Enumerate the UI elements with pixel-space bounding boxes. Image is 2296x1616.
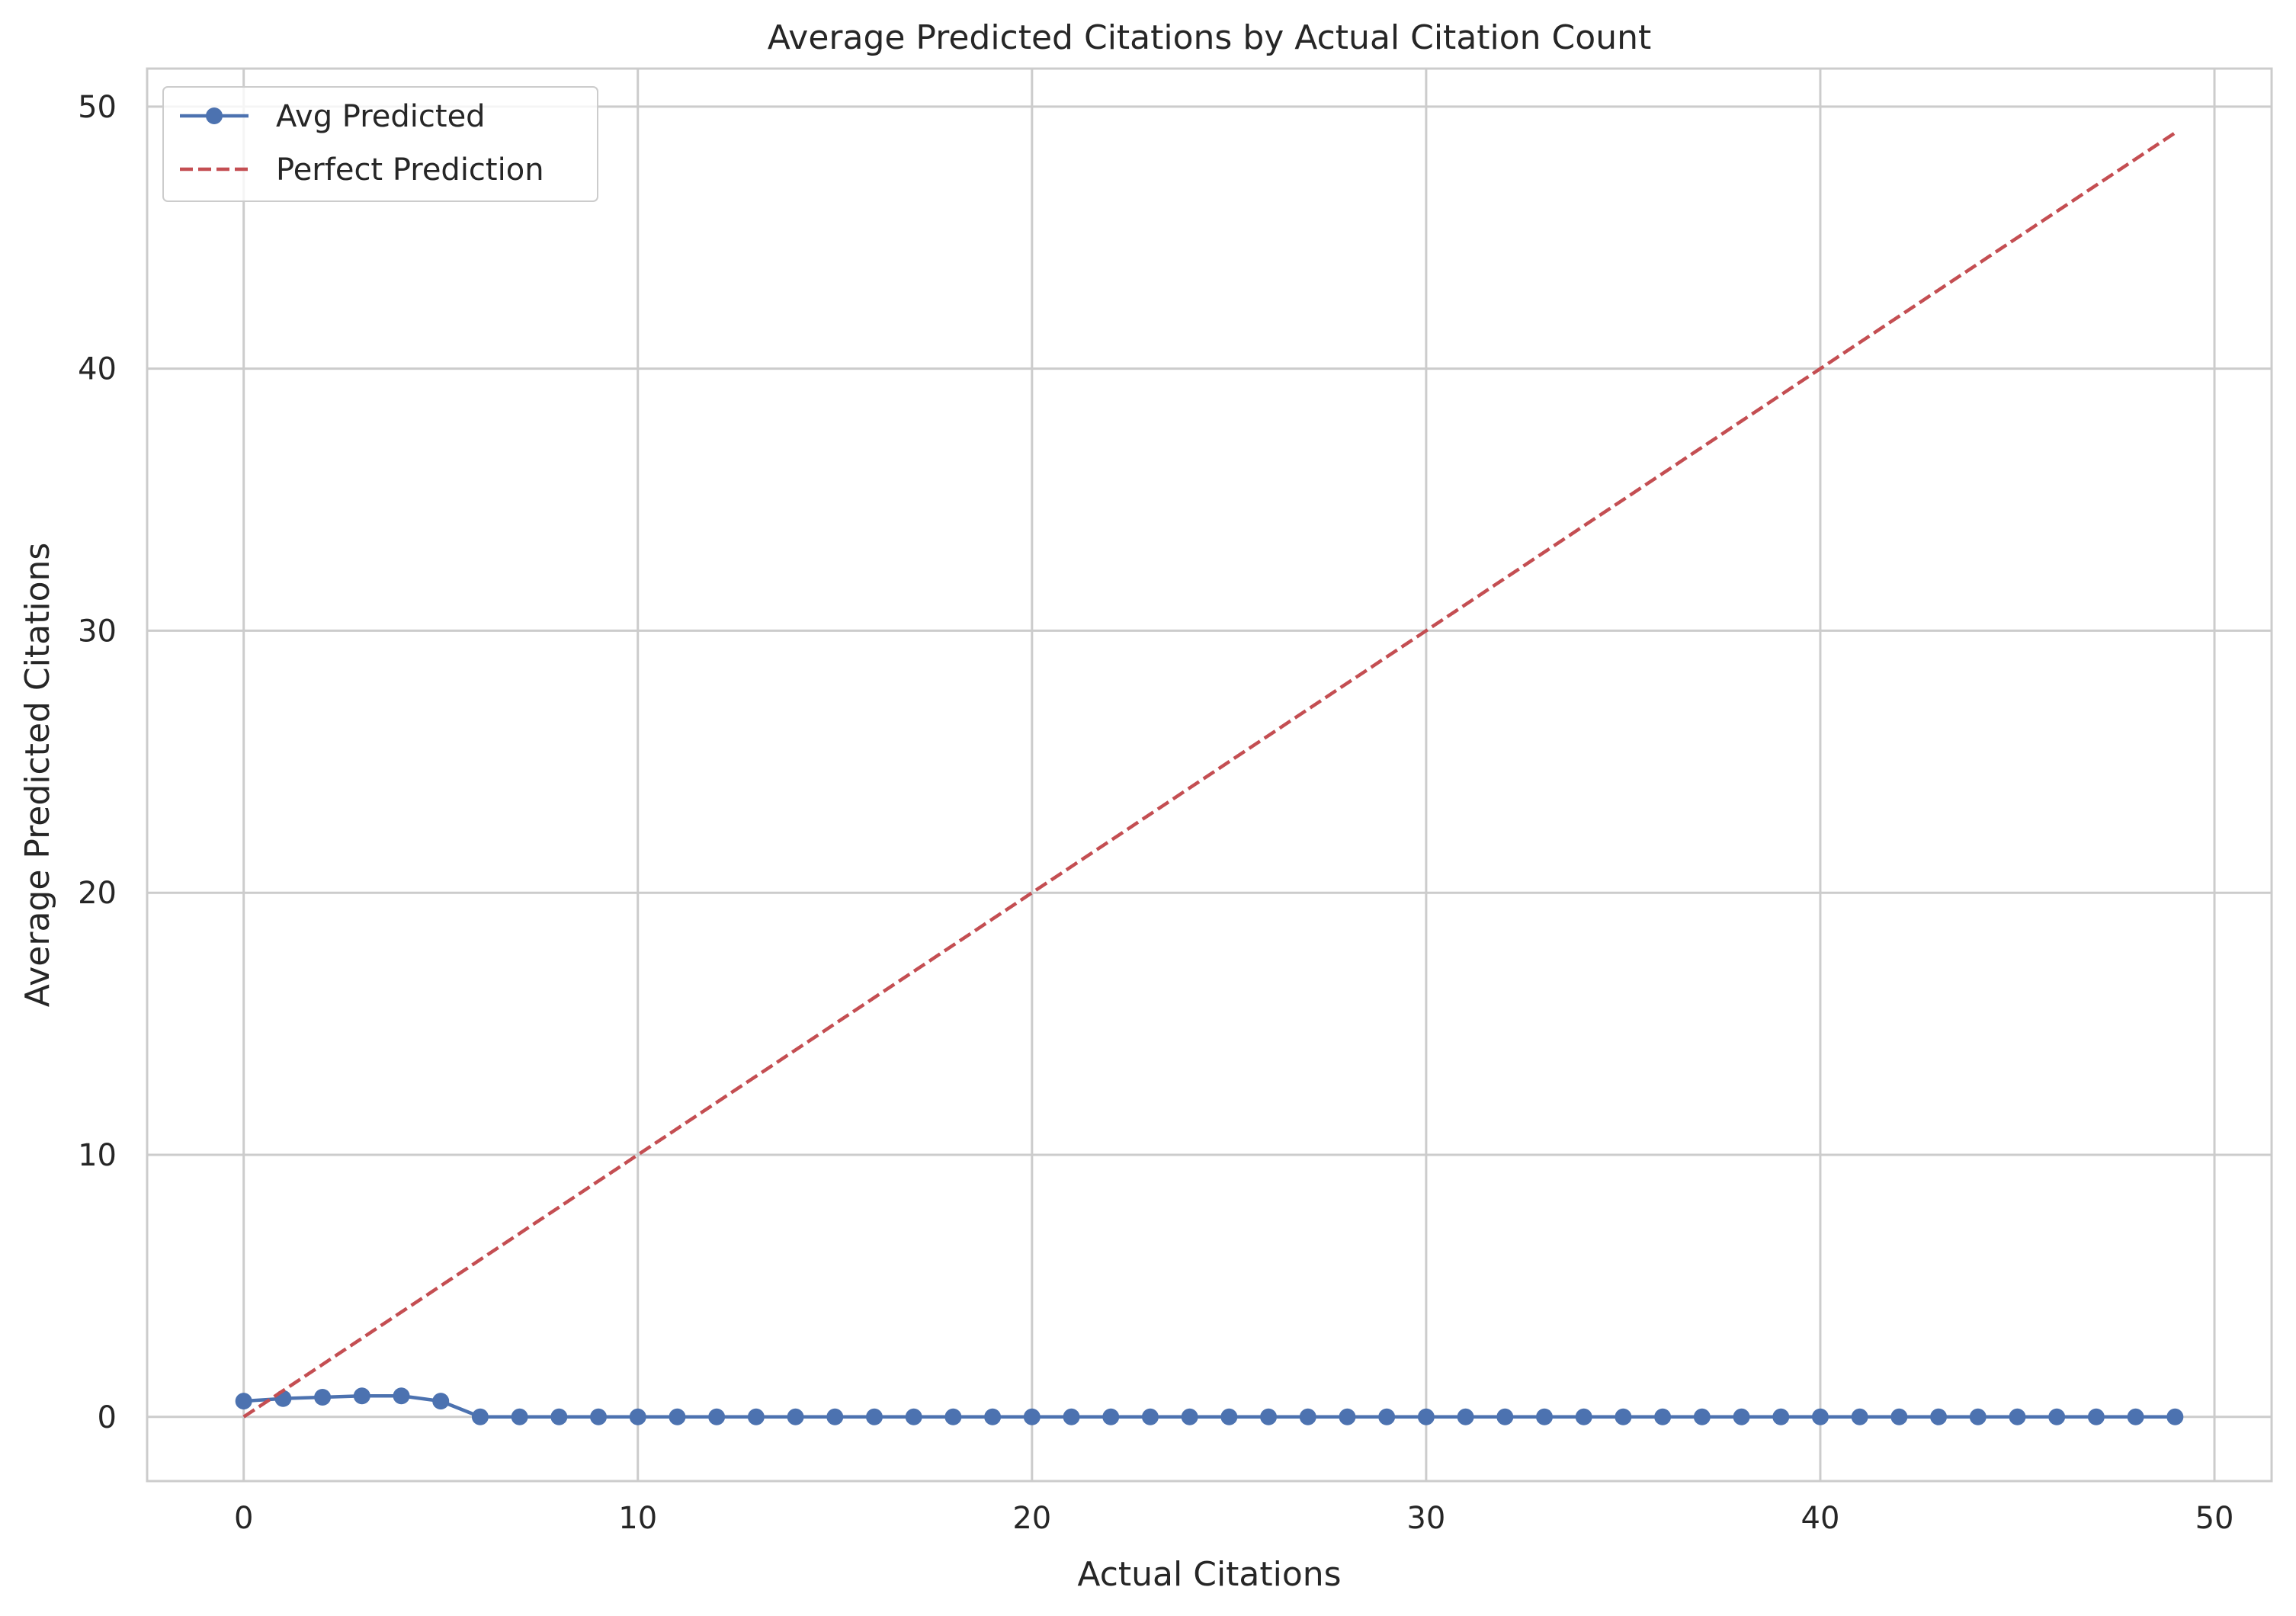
data-point: [1496, 1408, 1514, 1425]
data-point: [1181, 1408, 1198, 1425]
legend-label-perfect-prediction: Perfect Prediction: [276, 152, 544, 188]
data-point: [1378, 1408, 1396, 1425]
data-point: [1102, 1408, 1120, 1425]
data-point: [905, 1408, 922, 1425]
data-point: [865, 1408, 883, 1425]
legend-label-avg-predicted: Avg Predicted: [276, 99, 486, 134]
series-layer: [235, 131, 2184, 1425]
data-point: [1693, 1408, 1711, 1425]
data-point: [1654, 1408, 1672, 1425]
data-point: [1575, 1408, 1592, 1425]
data-point: [1772, 1408, 1790, 1425]
x-tick-label: 0: [234, 1501, 253, 1536]
data-point: [944, 1408, 962, 1425]
data-point: [629, 1408, 646, 1425]
data-point: [2166, 1408, 2184, 1425]
y-tick-label: 20: [78, 876, 117, 911]
data-point: [511, 1408, 528, 1425]
data-point: [550, 1408, 568, 1425]
data-point: [314, 1388, 332, 1406]
data-point: [471, 1408, 489, 1425]
data-point: [353, 1387, 370, 1405]
data-point: [826, 1408, 844, 1425]
data-point: [1536, 1408, 1554, 1425]
data-point: [1023, 1408, 1041, 1425]
x-tick-label: 20: [1012, 1501, 1051, 1536]
data-point: [669, 1408, 686, 1425]
data-point: [1417, 1408, 1435, 1425]
data-point: [590, 1408, 608, 1425]
data-point: [2048, 1408, 2066, 1425]
data-point: [1260, 1408, 1278, 1425]
data-point: [1851, 1408, 1868, 1425]
y-tick-label: 40: [78, 352, 117, 387]
data-point: [787, 1408, 804, 1425]
data-point: [2087, 1408, 2105, 1425]
y-axis-ticks: 0 10 20 30 40 50: [78, 90, 117, 1435]
y-axis-label: Average Predicted Citations: [18, 543, 57, 1008]
data-point: [1969, 1408, 1987, 1425]
chart-title: Average Predicted Citations by Actual Ci…: [768, 18, 1651, 57]
data-point: [1339, 1408, 1356, 1425]
x-axis-label: Actual Citations: [1077, 1555, 1341, 1594]
legend-box: [162, 86, 598, 202]
data-point: [1063, 1408, 1080, 1425]
data-point: [1141, 1408, 1159, 1425]
data-point: [393, 1387, 410, 1405]
data-point: [2127, 1408, 2144, 1425]
series-line-perfect-prediction: [242, 131, 2176, 1419]
data-point: [1615, 1408, 1632, 1425]
data-point: [235, 1393, 252, 1410]
y-tick-label: 10: [78, 1138, 117, 1173]
legend-marker-avg-predicted: [206, 107, 223, 124]
y-tick-label: 0: [98, 1400, 117, 1435]
series-perfect-prediction: [242, 131, 2176, 1419]
plot-frame: [146, 67, 2273, 1483]
y-tick-label: 50: [78, 90, 117, 125]
series-avg-predicted: [235, 1387, 2184, 1425]
data-point: [708, 1408, 726, 1425]
data-point: [1930, 1408, 1948, 1425]
data-point: [1890, 1408, 1908, 1425]
data-point: [2009, 1408, 2026, 1425]
x-tick-label: 30: [1406, 1501, 1445, 1536]
x-tick-label: 40: [1801, 1501, 1840, 1536]
legend: Avg Predicted Perfect Prediction: [162, 86, 598, 202]
x-tick-label: 50: [2195, 1501, 2234, 1536]
x-axis-ticks: 0 10 20 30 40 50: [234, 1501, 2234, 1536]
data-point: [1733, 1408, 1750, 1425]
y-tick-label: 30: [78, 614, 117, 649]
data-point: [747, 1408, 765, 1425]
data-point: [984, 1408, 1002, 1425]
data-point: [1299, 1408, 1316, 1425]
x-tick-label: 10: [618, 1501, 657, 1536]
data-point: [1220, 1408, 1238, 1425]
data-point: [1457, 1408, 1474, 1425]
data-point: [432, 1393, 450, 1410]
data-point: [1811, 1408, 1829, 1425]
